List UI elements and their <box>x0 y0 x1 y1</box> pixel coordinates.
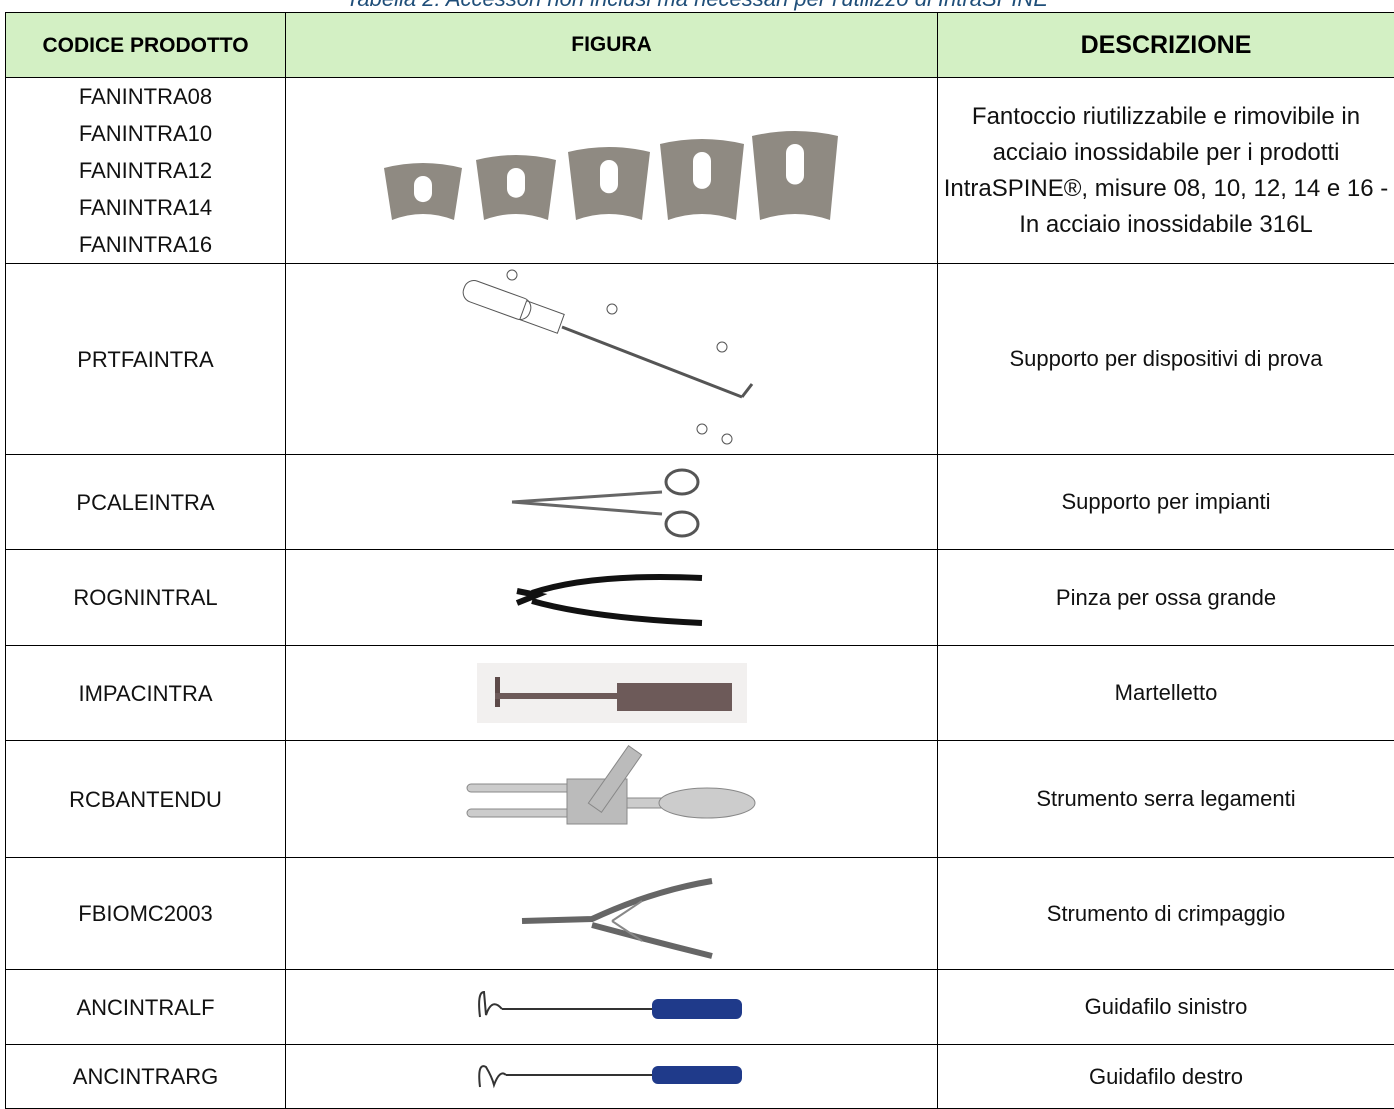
product-code: FANINTRA12 <box>6 152 285 189</box>
table-row: ANCINTRARG Guidafilo destro <box>6 1045 1394 1109</box>
code-cell: ROGNINTRAL <box>6 550 286 646</box>
product-code: IMPACINTRA <box>6 675 285 712</box>
product-code: ANCINTRALF <box>6 989 285 1026</box>
figure <box>457 744 767 854</box>
figure <box>502 462 722 542</box>
product-code: PCALEINTRA <box>6 484 285 521</box>
figure <box>382 116 842 226</box>
table-row: ANCINTRALF Guidafilo sinistro <box>6 970 1394 1045</box>
description: Supporto per impianti <box>938 455 1394 550</box>
table-row: FBIOMC2003 Strumento di crimpaggio <box>6 858 1394 970</box>
product-code: ROGNINTRAL <box>6 579 285 616</box>
figure-cell <box>286 78 938 264</box>
figure-cell <box>286 741 938 858</box>
description: Strumento serra legamenti <box>938 741 1394 858</box>
product-code: FANINTRA16 <box>6 226 285 263</box>
product-code: FANINTRA14 <box>6 189 285 226</box>
product-code: PRTFAINTRA <box>6 341 285 378</box>
header-row: CODICE PRODOTTO FIGURA DESCRIZIONE <box>6 13 1394 78</box>
code-cell: RCBANTENDU <box>6 741 286 858</box>
product-code: FANINTRA08 <box>6 78 285 115</box>
figure-cell <box>286 970 938 1045</box>
table-row: PCALEINTRA Supporto per impianti <box>6 455 1394 550</box>
code-cell: ANCINTRARG <box>6 1045 286 1109</box>
header-cell: DESCRIZIONE <box>938 13 1394 78</box>
table-row: IMPACINTRA Martelletto <box>6 646 1394 741</box>
figure-cell <box>286 550 938 646</box>
figure <box>472 987 752 1027</box>
figure-cell <box>286 1045 938 1109</box>
product-code: ANCINTRARG <box>6 1058 285 1095</box>
description: Pinza per ossa grande <box>938 550 1394 646</box>
header-cell: CODICE PRODOTTO <box>6 13 286 78</box>
description: Martelletto <box>938 646 1394 741</box>
table-row: RCBANTENDU Strumento serra legamenti <box>6 741 1394 858</box>
figure <box>512 563 712 633</box>
table-row: ROGNINTRAL Pinza per ossa grande <box>6 550 1394 646</box>
figure <box>477 663 747 723</box>
header-cell: FIGURA <box>286 13 938 78</box>
description: Fantoccio riutilizzabile e rimovibile in… <box>938 78 1394 264</box>
table-row: PRTFAINTRA Supporto per dispositivi di pr… <box>6 264 1394 455</box>
code-cell: FBIOMC2003 <box>6 858 286 970</box>
product-code: FBIOMC2003 <box>6 895 285 932</box>
caption: Tabella 2: Accessori non inclusi ma nece… <box>0 0 1394 12</box>
description: Strumento di crimpaggio <box>938 858 1394 970</box>
code-cell: ANCINTRALF <box>6 970 286 1045</box>
figure <box>502 861 722 966</box>
description: Supporto per dispositivi di prova <box>938 264 1394 455</box>
product-code: FANINTRA10 <box>6 115 285 152</box>
description: Guidafilo sinistro <box>938 970 1394 1045</box>
figure-cell <box>286 264 938 455</box>
accessories-table: CODICE PRODOTTO FIGURA DESCRIZIONE FANIN… <box>5 12 1394 1109</box>
figure <box>452 269 772 449</box>
figure-cell <box>286 455 938 550</box>
figure <box>472 1057 752 1097</box>
figure-cell <box>286 646 938 741</box>
code-cell: PRTFAINTRA <box>6 264 286 455</box>
code-cell: PCALEINTRA <box>6 455 286 550</box>
description: Guidafilo destro <box>938 1045 1394 1109</box>
product-code: RCBANTENDU <box>6 781 285 818</box>
code-cell: IMPACINTRA <box>6 646 286 741</box>
figure-cell <box>286 858 938 970</box>
